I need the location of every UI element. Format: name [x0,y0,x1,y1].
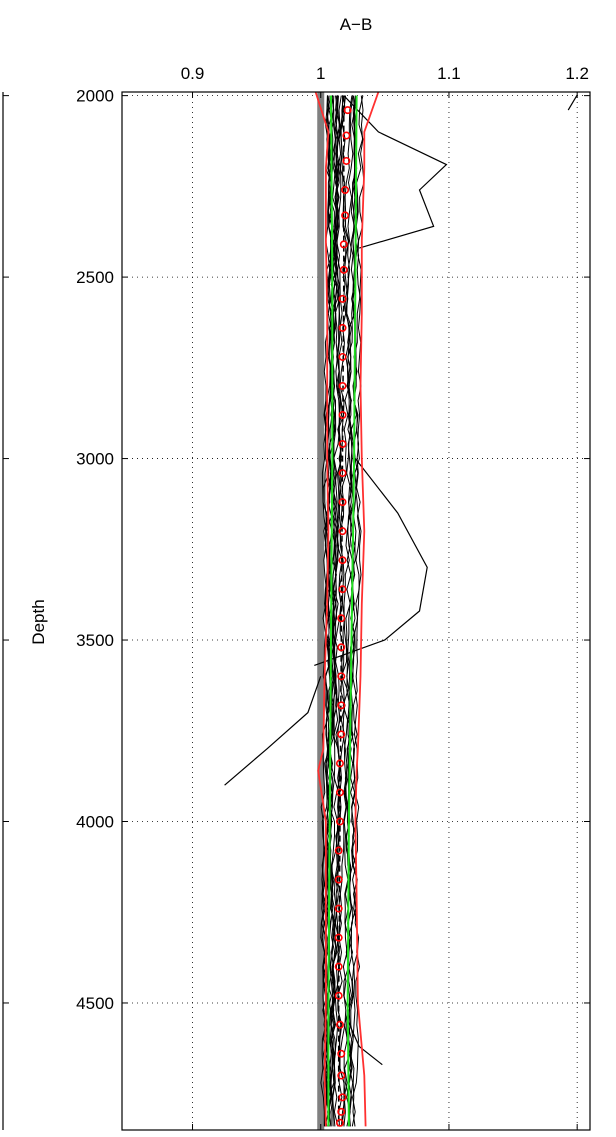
mean-marker [339,240,348,249]
mean-marker [338,585,347,594]
y-tick-label: 4000 [76,813,114,832]
mean-marker [338,294,347,303]
mean-marker [338,381,347,390]
mean-marker [341,211,350,220]
plot-area: 0.9 1 1.1 1.2 2000 2500 3000 3500 4000 4500 [2,64,591,1131]
mean-marker [335,817,344,826]
outlier-profile-line [343,95,448,249]
mean-marker [338,352,347,361]
envelope-upper-line [354,92,380,1127]
mean-marker [337,614,346,623]
mean-marker [337,701,346,710]
mean-marker [337,1071,346,1080]
y-tick-label: 3000 [76,450,114,469]
mean-marker [338,440,347,449]
mean-marker [342,131,351,140]
mean-marker [338,411,347,420]
mean-marker [335,759,344,768]
mean-marker [339,265,348,274]
mean-marker [343,106,352,115]
y-tick-label: 3500 [76,631,114,650]
mean-marker [338,323,347,332]
mean-marker [338,527,347,536]
profile-line [337,95,351,1127]
mean-marker [337,1107,346,1116]
band-lower-line [327,95,334,1127]
chart-title: A−B [340,15,373,34]
mean-marker [334,962,343,971]
y-tick-label: 4500 [76,994,114,1013]
mean-marker [337,672,346,681]
mean-marker [338,556,347,565]
mean-marker [335,788,344,797]
x-tick-label: 1.1 [437,64,461,83]
median-line [337,95,345,1127]
x-tick-label: 1 [316,64,325,83]
mean-marker [334,991,343,1000]
x-tick-label: 1.2 [565,64,589,83]
axes-frame [121,91,591,1131]
data-layer [224,92,578,1130]
mean-marker [334,933,343,942]
y-tick-label: 2500 [76,268,114,287]
mean-marker [338,469,347,478]
profile-line [327,95,340,1127]
mean-marker [337,1049,346,1058]
mean-marker [337,730,346,739]
mean-marker [334,846,343,855]
outlier-profile-line [224,676,322,786]
y-tick-label: 2000 [76,87,114,106]
envelope-lower-line [314,92,330,1127]
mean-marker [342,156,351,165]
mean-marker [338,498,347,507]
y-axis-label: Depth [29,599,48,644]
mean-marker [334,875,343,884]
x-tick-label: 0.9 [181,64,205,83]
mean-marker [335,1020,344,1029]
profile-line [343,95,358,1127]
outlier-profile-line [314,458,428,666]
outlier-profile-line [567,94,578,111]
mean-marker [335,1118,344,1127]
outlier-profile-line [345,1017,383,1066]
mean-marker [337,643,346,652]
profile-line [330,95,347,1127]
mean-marker [334,904,343,913]
band-upper-line [346,95,358,1127]
mean-marker [341,185,350,194]
mean-marker [338,1093,347,1102]
